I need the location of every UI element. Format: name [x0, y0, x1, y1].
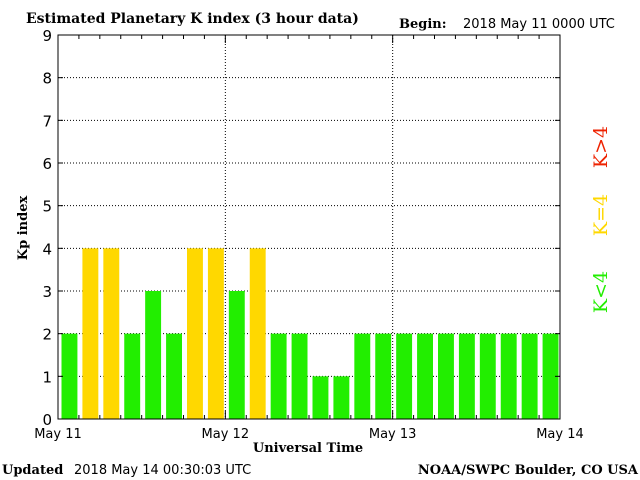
credit-text: NOAA/SWPC Boulder, CO USA: [418, 463, 639, 478]
kp-bar: [270, 333, 287, 419]
kp-bar: [187, 248, 203, 419]
x-tick-label: May 13: [369, 427, 417, 442]
y-tick-label: 9: [42, 27, 52, 45]
kp-bar: [145, 291, 162, 419]
kp-bar: [521, 333, 538, 419]
kp-bar: [61, 333, 78, 419]
kp-bar: [333, 376, 350, 419]
kp-bar: [375, 333, 392, 419]
kp-bar: [207, 248, 224, 419]
kp-bar: [396, 333, 413, 419]
kp-bar: [291, 333, 308, 419]
y-axis-label: Kp index: [16, 196, 31, 261]
kp-bar: [438, 333, 454, 419]
y-tick-label: 4: [42, 240, 52, 258]
kp-bar: [354, 333, 371, 419]
legend-low: K<4: [590, 271, 612, 313]
bars: [61, 248, 559, 419]
y-tick-label: 1: [42, 368, 52, 386]
updated-label: Updated: [2, 463, 63, 478]
kp-bar: [458, 333, 475, 419]
x-tick-label: May 12: [202, 427, 250, 442]
x-tick-label: May 14: [536, 427, 584, 442]
x-tick-label: May 11: [34, 427, 82, 442]
kp-bar: [500, 333, 517, 419]
y-tick-label: 0: [42, 411, 52, 429]
axes: [57, 34, 561, 420]
begin-label: Begin:: [399, 17, 447, 32]
y-tick-label: 6: [42, 155, 52, 173]
updated-value: 2018 May 14 00:30:03 UTC: [74, 463, 251, 478]
kp-bar: [82, 248, 99, 419]
y-tick-label: 2: [42, 326, 52, 344]
kp-bar: [249, 248, 266, 419]
kp-bar: [312, 376, 329, 419]
y-tick-label: 7: [42, 112, 52, 130]
chart-title: Estimated Planetary K index (3 hour data…: [26, 11, 359, 27]
kp-bar: [479, 333, 496, 419]
kp-bar: [166, 333, 182, 419]
legend-equal: K=4: [590, 194, 612, 236]
y-tick-labels: 0 1 2 3 4 5 6 7 8 9: [42, 27, 52, 429]
y-tick-label: 8: [42, 70, 52, 88]
kp-bar: [103, 248, 120, 419]
kp-bar: [542, 333, 559, 419]
kp-bar: [417, 333, 433, 419]
kp-bar: [228, 291, 245, 419]
y-tick-label: 5: [42, 198, 52, 216]
y-tick-label: 3: [42, 283, 52, 301]
x-axis-label: Universal Time: [253, 441, 363, 456]
x-tick-labels: May 11 May 12 May 13 May 14: [34, 427, 584, 442]
kp-bar: [124, 333, 141, 419]
begin-value: 2018 May 11 0000 UTC: [463, 17, 615, 32]
grid-lines: [58, 35, 560, 419]
legend-high: K>4: [590, 126, 612, 168]
